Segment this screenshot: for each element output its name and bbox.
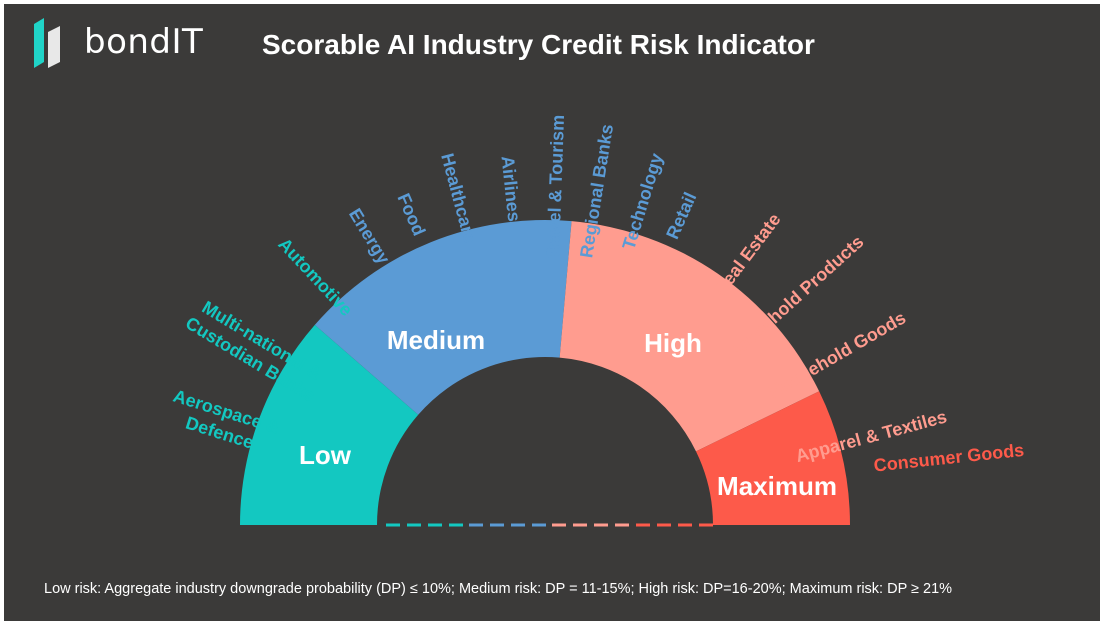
bondit-logo-icon: [34, 18, 60, 68]
industry-label-automotive: Automotive: [274, 234, 356, 320]
segment-label-high: High: [644, 328, 702, 358]
segment-label-medium: Medium: [387, 325, 485, 355]
gauge-segment-maximum: [695, 391, 850, 525]
gauge-segment-low: [240, 324, 419, 525]
gauge-segment-medium: [314, 220, 572, 415]
industry-label-airlines: Airlines: [498, 155, 525, 223]
industry-label-food: Food: [393, 190, 429, 238]
industry-label-retail: Retail: [662, 189, 700, 242]
page-title: Scorable AI Industry Credit Risk Indicat…: [262, 29, 815, 60]
industry-label-consumer-goods: Consumer Goods: [873, 440, 1025, 476]
risk-legend-footnote: Low risk: Aggregate industry downgrade p…: [44, 581, 953, 597]
gauge-segment-high: [559, 221, 820, 452]
segment-label-low: Low: [299, 440, 352, 470]
segment-label-maximum: Maximum: [717, 471, 837, 501]
brand-name: bondIT: [84, 22, 204, 62]
slide: bondIT Scorable AI Industry Credit Risk …: [4, 4, 1100, 621]
industry-label-real-estate: Real Estate: [710, 210, 784, 300]
industry-label-energy: Energy: [345, 205, 394, 267]
industry-label-healthcare: Healthcare: [437, 151, 480, 245]
